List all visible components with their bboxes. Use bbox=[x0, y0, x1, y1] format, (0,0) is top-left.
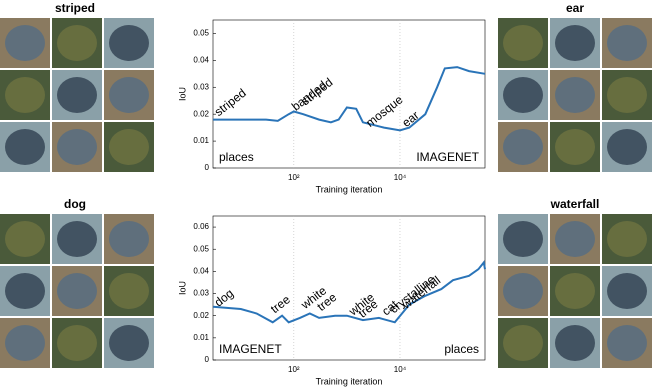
y-tick-label: 0 bbox=[205, 355, 210, 364]
x-tick-label: 10² bbox=[288, 365, 300, 374]
x-axis-label: Training iteration bbox=[316, 184, 383, 194]
panel-label: dog bbox=[64, 197, 86, 211]
image-mask bbox=[109, 221, 149, 257]
image-mask bbox=[607, 77, 647, 113]
y-tick-label: 0.05 bbox=[193, 244, 209, 253]
plot-area bbox=[212, 215, 486, 361]
image-mask bbox=[503, 77, 543, 113]
x-tick-label: 10² bbox=[288, 173, 300, 182]
image-mask bbox=[503, 325, 543, 361]
image-mask bbox=[109, 129, 149, 165]
image-mask bbox=[5, 221, 45, 257]
logo: IMAGENET bbox=[416, 150, 479, 164]
x-tick-label: 10⁴ bbox=[394, 173, 407, 182]
image-mask bbox=[5, 129, 45, 165]
logo: places bbox=[444, 342, 479, 356]
y-tick-label: 0.03 bbox=[193, 289, 209, 298]
image-mask bbox=[503, 129, 543, 165]
y-tick-label: 0.03 bbox=[193, 82, 209, 91]
panel-label: waterfall bbox=[550, 197, 600, 211]
image-mask bbox=[503, 25, 543, 61]
y-tick-label: 0.04 bbox=[193, 55, 209, 64]
image-mask bbox=[57, 77, 97, 113]
y-tick-label: 0.05 bbox=[193, 29, 209, 38]
y-tick-label: 0.01 bbox=[193, 333, 209, 342]
panel-label: ear bbox=[566, 1, 584, 15]
y-tick-label: 0.04 bbox=[193, 266, 209, 275]
image-mask bbox=[607, 221, 647, 257]
image-mask bbox=[109, 273, 149, 309]
image-mask bbox=[109, 77, 149, 113]
logo: IMAGENET bbox=[219, 342, 282, 356]
data-line bbox=[213, 66, 486, 132]
image-mask bbox=[57, 129, 97, 165]
image-mask bbox=[555, 221, 595, 257]
y-tick-label: 0.01 bbox=[193, 136, 209, 145]
image-mask bbox=[555, 273, 595, 309]
image-mask bbox=[607, 325, 647, 361]
image-mask bbox=[555, 129, 595, 165]
image-mask bbox=[555, 25, 595, 61]
image-mask bbox=[5, 77, 45, 113]
image-mask bbox=[109, 25, 149, 61]
x-tick-label: 10⁴ bbox=[394, 365, 407, 374]
panel-label: striped bbox=[55, 1, 95, 15]
image-mask bbox=[5, 25, 45, 61]
image-mask bbox=[109, 325, 149, 361]
logo: places bbox=[219, 150, 254, 164]
image-mask bbox=[503, 221, 543, 257]
y-tick-label: 0.02 bbox=[193, 109, 209, 118]
image-mask bbox=[5, 325, 45, 361]
image-mask bbox=[57, 273, 97, 309]
data-line bbox=[212, 260, 486, 324]
image-mask bbox=[607, 25, 647, 61]
image-mask bbox=[5, 273, 45, 309]
image-mask bbox=[503, 273, 543, 309]
x-axis-label: Training iteration bbox=[316, 376, 383, 386]
y-tick-label: 0.06 bbox=[193, 222, 209, 231]
image-mask bbox=[607, 273, 647, 309]
image-mask bbox=[57, 325, 97, 361]
plot-area bbox=[212, 19, 486, 169]
y-axis-label: IoU bbox=[177, 87, 187, 101]
y-axis-label: IoU bbox=[177, 281, 187, 295]
image-mask bbox=[555, 325, 595, 361]
image-mask bbox=[57, 25, 97, 61]
y-tick-label: 0.02 bbox=[193, 311, 209, 320]
y-tick-label: 0 bbox=[205, 163, 210, 172]
image-mask bbox=[57, 221, 97, 257]
image-mask bbox=[607, 129, 647, 165]
image-mask bbox=[555, 77, 595, 113]
